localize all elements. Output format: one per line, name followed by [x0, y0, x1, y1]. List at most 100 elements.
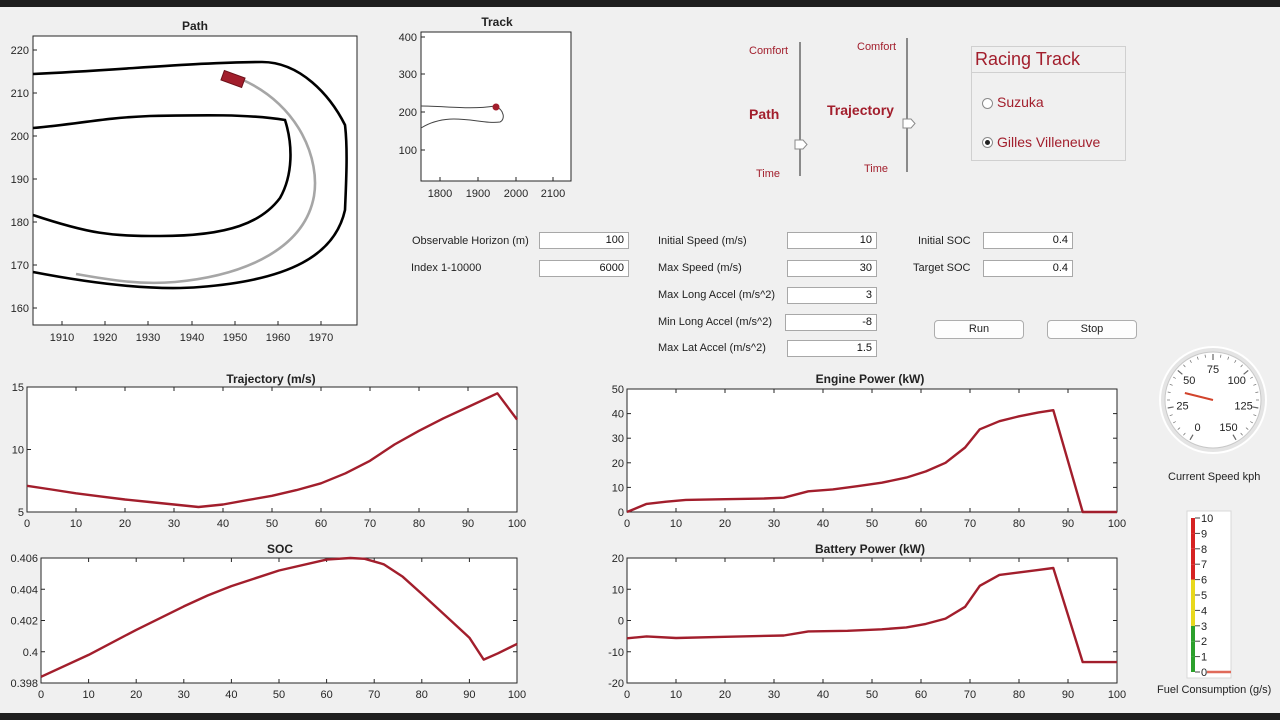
fuel-tick-label: 0 [1201, 667, 1207, 679]
initial-soc-input[interactable]: 0.4 [983, 232, 1073, 249]
gauge-tick [1167, 391, 1171, 393]
gauge-tick-marks: 0 25 50 75 100 125 150 [1167, 354, 1259, 441]
fuel-tick-label: 6 [1201, 575, 1207, 587]
path-x-tick-label: 1940 [180, 332, 204, 344]
fuel-tick-label: 7 [1201, 559, 1207, 571]
fuel-tick-label: 4 [1201, 605, 1207, 617]
track-axis-ticks: 1800 1900 2000 2100 100 200 300 400 [399, 32, 566, 200]
gilles-villeneuve-label[interactable]: Gilles Villeneuve [997, 134, 1101, 150]
trajectory-slider[interactable] [902, 38, 916, 172]
path-slider-thumb [794, 139, 808, 150]
x-tick-label: 70 [964, 518, 976, 530]
path-y-tick-label: 200 [11, 131, 29, 143]
observable-horizon-input[interactable]: 100 [539, 232, 629, 249]
fuel-tick-label: 10 [1201, 513, 1213, 525]
x-tick-label: 70 [964, 689, 976, 701]
stop-button[interactable]: Stop [1047, 320, 1137, 339]
suzuka-radio[interactable] [982, 98, 993, 109]
y-tick-label: 0 [618, 616, 624, 628]
max-speed-input[interactable]: 30 [787, 260, 877, 277]
y-tick-label: 0 [618, 507, 624, 519]
x-tick-label: 50 [866, 518, 878, 530]
path-axis-ticks: 1910 1920 1930 1940 1950 1960 1970 160 170 180 190… [11, 45, 334, 344]
x-tick-label: 90 [462, 518, 474, 530]
run-button[interactable]: Run [934, 320, 1024, 339]
x-tick-label: 90 [463, 689, 475, 701]
gauge-tick-label: 0 [1194, 422, 1200, 434]
path-slider-top-label: Comfort [749, 45, 789, 57]
engine-power-chart: 0 10 20 30 40 50 60 70 80 90 100 0 10 20 30 40 50 [612, 384, 1126, 530]
x-tick-label: 60 [915, 518, 927, 530]
current-speed-label: Current Speed kph [1168, 471, 1261, 483]
max-lat-accel-label: Max Lat Accel (m/s^2) [658, 342, 766, 354]
target-soc-label: Target SOC [913, 262, 971, 274]
path-slider[interactable] [794, 42, 808, 176]
gauge-tick [1196, 356, 1199, 360]
track-x-tick-label: 1800 [428, 188, 452, 200]
fuel-scale-segment [1191, 518, 1195, 534]
x-tick-label: 30 [768, 689, 780, 701]
series-line [626, 409, 1117, 514]
target-soc-input[interactable]: 0.4 [983, 260, 1073, 277]
max-long-accel-label: Max Long Accel (m/s^2) [658, 289, 776, 301]
gauge-tick [1172, 376, 1176, 379]
x-tick-label: 80 [413, 518, 425, 530]
chart-axes-box [26, 386, 518, 513]
fuel-scale-segment [1191, 610, 1195, 626]
fuel-tick-label: 9 [1201, 528, 1207, 540]
fuel-scale: 0 1 2 3 4 5 6 7 8 9 10 [1191, 513, 1231, 679]
gilles-villeneuve-radio[interactable] [982, 137, 993, 148]
chart-axes-box [626, 557, 1118, 684]
path-x-tick-label: 1920 [93, 332, 117, 344]
min-long-accel-input[interactable]: -8 [785, 314, 877, 331]
fuel-consumption-label: Fuel Consumption (g/s) [1157, 684, 1272, 696]
y-tick-label: 0.406 [10, 553, 38, 565]
series-line [626, 566, 1117, 664]
gauge-tick [1189, 359, 1192, 363]
y-tick-label: 0.404 [10, 584, 38, 596]
track-plot: 1800 1900 2000 2100 100 200 300 400 [399, 31, 572, 200]
track-y-tick-label: 300 [399, 69, 417, 81]
gauge-tick [1167, 406, 1174, 409]
gauge-tick-label: 50 [1183, 375, 1195, 387]
gauge-tick [1220, 354, 1222, 358]
battery-power-chart: 0 10 20 30 40 50 60 70 80 90 100 -20 -10 0 10 20 [608, 553, 1126, 701]
fuel-meter: 0 1 2 3 4 5 6 7 8 9 10 [1186, 510, 1232, 679]
gauge-tick [1250, 376, 1254, 379]
initial-speed-input[interactable]: 10 [787, 232, 877, 249]
path-y-tick-label: 190 [11, 174, 29, 186]
x-tick-label: 50 [273, 689, 285, 701]
path-x-tick-label: 1950 [223, 332, 247, 344]
max-long-accel-input[interactable]: 3 [787, 287, 877, 304]
index-input[interactable]: 6000 [539, 260, 629, 277]
max-lat-accel-input[interactable]: 1.5 [787, 340, 877, 357]
suzuka-label[interactable]: Suzuka [997, 94, 1044, 110]
min-long-accel-label: Min Long Accel (m/s^2) [658, 316, 772, 328]
gauge-tick-label: 25 [1176, 400, 1188, 412]
racing-track-title: Racing Track [975, 49, 1081, 69]
gauge-tick [1183, 364, 1186, 368]
gauge-tick [1169, 414, 1173, 417]
x-tick-label: 40 [225, 689, 237, 701]
max-speed-label: Max Speed (m/s) [658, 262, 742, 274]
path-slider-bottom-label: Time [756, 168, 781, 180]
x-tick-label: 50 [866, 689, 878, 701]
trajectory-slider-thumb [902, 118, 916, 129]
gauge-tick [1245, 427, 1249, 430]
x-tick-label: 20 [130, 689, 142, 701]
x-tick-label: 10 [670, 518, 682, 530]
series-line [40, 556, 518, 678]
x-tick-label: 40 [817, 689, 829, 701]
fuel-scale-segment [1191, 641, 1195, 657]
gauge-tick [1240, 364, 1243, 368]
x-tick-label: 40 [817, 518, 829, 530]
path-y-tick-label: 220 [11, 45, 29, 57]
gauge-tick [1255, 391, 1259, 393]
gauge-tick [1250, 421, 1254, 424]
path-x-tick-label: 1930 [136, 332, 160, 344]
y-tick-label: 40 [612, 409, 624, 421]
panel-divider [972, 72, 1125, 73]
track-outline-small [420, 105, 504, 129]
x-tick-label: 100 [1108, 518, 1126, 530]
